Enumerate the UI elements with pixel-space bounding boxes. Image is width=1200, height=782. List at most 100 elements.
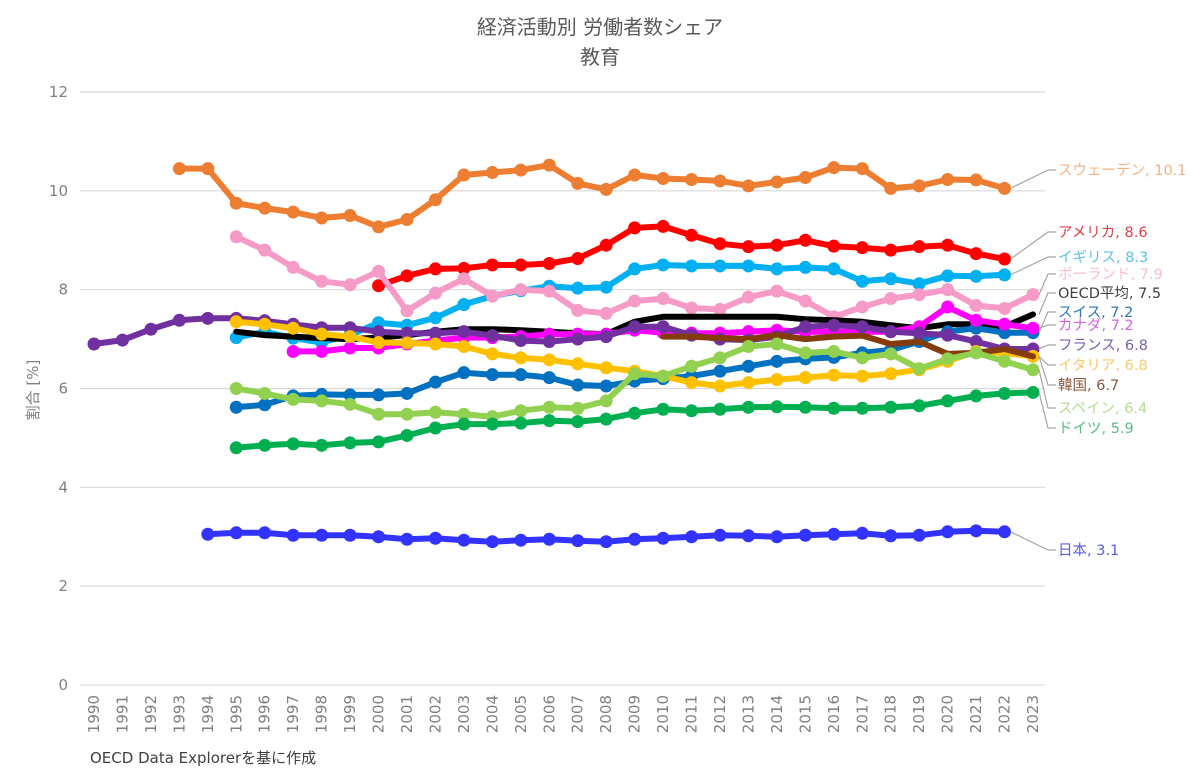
- label-leader-line: [1038, 324, 1056, 329]
- data-point: [941, 269, 955, 283]
- data-point: [770, 373, 784, 387]
- data-point: [741, 359, 755, 373]
- data-point: [798, 233, 812, 247]
- data-point: [685, 228, 699, 242]
- data-point: [884, 325, 898, 339]
- data-point: [798, 528, 812, 542]
- data-point: [798, 170, 812, 184]
- x-tick-label: 1990: [85, 695, 103, 733]
- data-point: [1026, 321, 1040, 335]
- data-point: [400, 386, 414, 400]
- y-axis-label: 割合 [%]: [24, 360, 42, 421]
- data-point: [685, 404, 699, 418]
- data-point: [884, 347, 898, 361]
- label-leader-line: [1038, 311, 1056, 333]
- data-point: [685, 376, 699, 390]
- data-point: [172, 162, 186, 176]
- data-point: [400, 326, 414, 340]
- data-point: [457, 533, 471, 547]
- data-point: [372, 264, 386, 278]
- series-スペイン: [229, 337, 1040, 424]
- data-point: [941, 283, 955, 297]
- data-point: [912, 362, 926, 376]
- data-point: [656, 292, 670, 306]
- data-point: [798, 260, 812, 274]
- data-point: [229, 441, 243, 455]
- series-end-label: アメリカ, 8.6: [1058, 225, 1148, 241]
- x-tick-label: 2013: [739, 695, 757, 733]
- data-point: [400, 304, 414, 318]
- data-point: [912, 528, 926, 542]
- data-point: [656, 369, 670, 383]
- x-tick-label: 2012: [711, 695, 729, 733]
- data-point: [542, 284, 556, 298]
- chart-title: 経済活動別 労働者数シェア: [477, 15, 723, 39]
- x-tick-label: 2003: [455, 695, 473, 733]
- data-point: [741, 529, 755, 543]
- data-point: [372, 388, 386, 402]
- series-end-label: ポーランド, 7.9: [1058, 266, 1163, 283]
- data-point: [656, 531, 670, 545]
- x-tick-label: 2011: [683, 695, 701, 733]
- data-point: [770, 337, 784, 351]
- data-point: [428, 375, 442, 389]
- data-point: [656, 219, 670, 233]
- data-point: [827, 262, 841, 276]
- data-point: [912, 179, 926, 193]
- data-point: [571, 332, 585, 346]
- data-point: [258, 398, 272, 412]
- x-tick-label: 2006: [540, 695, 558, 733]
- data-point: [998, 317, 1012, 331]
- data-point: [286, 260, 300, 274]
- data-point: [770, 284, 784, 298]
- data-point: [315, 344, 329, 358]
- x-tick-label: 2008: [597, 695, 615, 733]
- data-point: [457, 297, 471, 311]
- data-point: [286, 344, 300, 358]
- data-point: [628, 168, 642, 182]
- data-point: [1026, 385, 1040, 399]
- data-point: [628, 532, 642, 546]
- data-point: [685, 259, 699, 273]
- data-point: [514, 283, 528, 297]
- data-point: [855, 526, 869, 540]
- data-point: [998, 181, 1012, 195]
- data-point: [1026, 288, 1040, 302]
- x-tick-label: 1995: [227, 695, 245, 733]
- series-ドイツ: [229, 385, 1040, 455]
- x-tick-label: 1992: [142, 695, 160, 733]
- data-point: [770, 175, 784, 189]
- data-point: [969, 269, 983, 283]
- data-point: [741, 240, 755, 254]
- x-tick-label: 2002: [426, 695, 444, 733]
- data-point: [941, 525, 955, 539]
- data-point: [457, 366, 471, 380]
- data-point: [599, 535, 613, 549]
- data-point: [315, 211, 329, 225]
- data-point: [599, 330, 613, 344]
- data-point: [400, 336, 414, 350]
- x-tick-label: 2020: [939, 695, 957, 733]
- data-point: [542, 371, 556, 385]
- data-point: [855, 351, 869, 365]
- x-tick-label: 2005: [512, 695, 530, 733]
- y-axis-ticks: 0 2 4 6 8 10 12: [49, 83, 68, 694]
- data-point: [599, 306, 613, 320]
- data-point: [571, 534, 585, 548]
- data-point: [485, 329, 499, 343]
- data-point: [428, 262, 442, 276]
- data-point: [286, 437, 300, 451]
- data-point: [286, 205, 300, 219]
- data-point: [770, 400, 784, 414]
- data-point: [315, 438, 329, 452]
- data-point: [741, 339, 755, 353]
- data-point: [229, 315, 243, 329]
- y-tick-label: 12: [49, 83, 68, 101]
- data-point: [855, 274, 869, 288]
- data-point: [172, 313, 186, 327]
- y-tick-label: 2: [58, 577, 68, 595]
- data-point: [229, 230, 243, 244]
- data-point: [884, 181, 898, 195]
- data-point: [428, 531, 442, 545]
- data-point: [428, 286, 442, 300]
